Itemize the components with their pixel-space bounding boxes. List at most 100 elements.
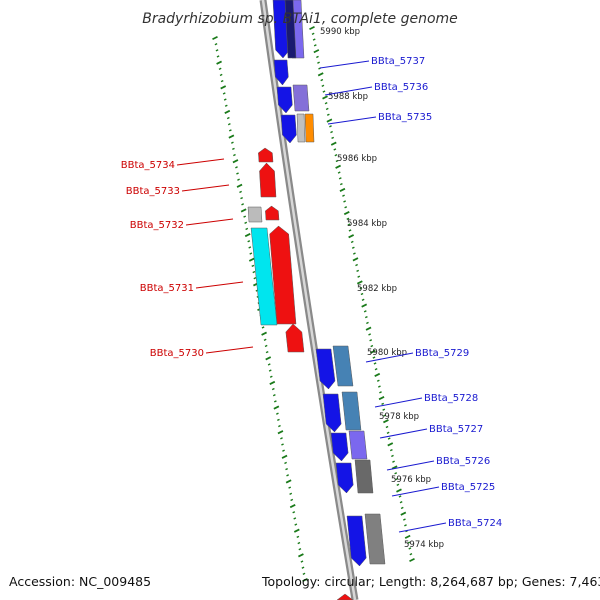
right-track-minor-tick	[368, 333, 372, 336]
right-track-minor-tick	[374, 367, 378, 371]
right-track-minor-tick	[333, 148, 337, 151]
left-track-major-tick	[232, 159, 239, 164]
right-track-minor-tick	[361, 298, 365, 301]
left-track-minor-tick	[247, 240, 251, 243]
left-track-minor-tick	[245, 227, 249, 231]
label-leader-forward	[379, 428, 428, 439]
left-track-minor-tick	[265, 350, 269, 354]
kbp-label: 5978 kbp	[379, 412, 419, 422]
left-track-minor-tick	[276, 418, 280, 422]
label-leader-reverse	[181, 184, 230, 192]
right-track-minor-tick	[317, 61, 320, 64]
gene-arrow-reverse	[336, 593, 354, 600]
gene-arrow-forward	[330, 432, 349, 462]
left-track-major-tick	[293, 528, 300, 533]
gene-arrow-forward	[276, 86, 293, 114]
label-leader-forward	[374, 397, 423, 408]
right-track-major-tick	[369, 349, 376, 354]
right-track-minor-tick	[387, 437, 391, 440]
label-leader-reverse	[195, 281, 244, 289]
right-track-minor-tick	[389, 448, 393, 452]
left-track-minor-tick	[282, 449, 285, 452]
right-track-minor-tick	[339, 182, 343, 186]
left-track-minor-tick	[267, 363, 271, 366]
left-track-minor-tick	[261, 326, 265, 329]
right-track-minor-tick	[357, 275, 361, 278]
right-track-minor-tick	[366, 321, 369, 325]
cog-box	[250, 227, 278, 326]
label-layer: 5990 kbp 5988 kbp 5986 kbp 5984 kbp 5982 kbp…	[121, 27, 502, 550]
right-track-major-tick	[326, 118, 333, 123]
gene-arrow-forward	[322, 393, 342, 433]
gene-arrow-reverse	[259, 162, 277, 198]
left-track-minor-tick	[239, 190, 242, 194]
right-track-major-tick	[317, 72, 324, 77]
right-track-major-tick	[352, 257, 359, 262]
label-leader-forward	[327, 116, 377, 125]
right-track-minor-tick	[373, 362, 377, 365]
right-track-minor-tick	[335, 159, 339, 163]
left-track-major-tick	[216, 60, 222, 65]
gene-label-forward: BBta_5736	[374, 82, 428, 93]
right-track-minor-tick	[324, 101, 328, 105]
right-track-minor-tick	[400, 506, 404, 510]
cog-box	[292, 84, 310, 112]
left-track-minor-tick	[302, 572, 306, 576]
right-track-minor-tick	[396, 483, 400, 487]
right-track-minor-tick	[363, 310, 367, 313]
left-track-minor-tick	[218, 67, 222, 70]
left-track-minor-tick	[284, 461, 287, 465]
gene-layer	[247, 0, 386, 600]
label-leader-forward	[398, 522, 447, 533]
right-track-minor-tick	[408, 547, 412, 550]
backbone-layer	[259, 0, 359, 600]
gene-label-reverse: BBta_5733	[126, 186, 180, 197]
label-leader-forward	[386, 460, 435, 471]
gene-label-forward: BBta_5728	[424, 393, 478, 404]
cog-box	[364, 513, 386, 565]
cog-box	[247, 206, 263, 223]
left-track-minor-tick	[288, 486, 292, 489]
gene-arrow-forward	[335, 462, 354, 494]
left-track-minor-tick	[226, 116, 230, 120]
left-track-major-tick	[285, 479, 292, 484]
right-track-major-tick	[343, 210, 350, 216]
left-track-minor-tick	[248, 246, 252, 249]
cog-box	[348, 430, 368, 460]
left-track-minor-tick	[223, 98, 227, 101]
right-track-minor-tick	[334, 154, 338, 157]
right-track-major-tick	[322, 95, 328, 100]
right-track-minor-tick	[398, 495, 402, 498]
left-track-minor-tick	[243, 215, 247, 218]
gene-arrow-forward	[272, 0, 290, 59]
right-track-minor-tick	[325, 107, 329, 111]
right-track-minor-tick	[337, 171, 341, 174]
right-track-minor-tick	[395, 477, 399, 481]
left-track-minor-tick	[263, 338, 267, 341]
left-track-major-tick	[277, 430, 284, 435]
right-track-minor-tick	[344, 206, 348, 209]
right-track-minor-tick	[372, 356, 376, 359]
left-track-minor-tick	[278, 424, 281, 428]
gene-label-reverse: BBta_5731	[140, 283, 194, 294]
right-track-minor-tick	[338, 177, 342, 180]
right-track-minor-tick	[370, 344, 374, 348]
left-track-minor-tick	[235, 166, 238, 169]
left-track-minor-tick	[253, 277, 257, 280]
right-track-minor-tick	[364, 315, 368, 319]
right-track-minor-tick	[369, 339, 373, 342]
left-track-major-tick	[220, 85, 227, 90]
right-track-minor-tick	[409, 553, 413, 556]
gene-arrow-reverse	[269, 225, 297, 325]
gene-label-forward: BBta_5726	[436, 456, 490, 467]
tick-layer	[212, 25, 415, 583]
left-track-minor-tick	[273, 400, 277, 403]
label-leader-reverse	[176, 158, 225, 166]
left-track-major-tick	[248, 257, 255, 262]
gene-label-forward: BBta_5725	[441, 482, 495, 493]
right-track-major-tick	[335, 164, 341, 169]
right-track-minor-tick	[360, 292, 364, 296]
left-track-minor-tick	[272, 394, 276, 397]
gene-label-forward: BBta_5724	[448, 518, 502, 529]
left-track-minor-tick	[252, 270, 256, 274]
